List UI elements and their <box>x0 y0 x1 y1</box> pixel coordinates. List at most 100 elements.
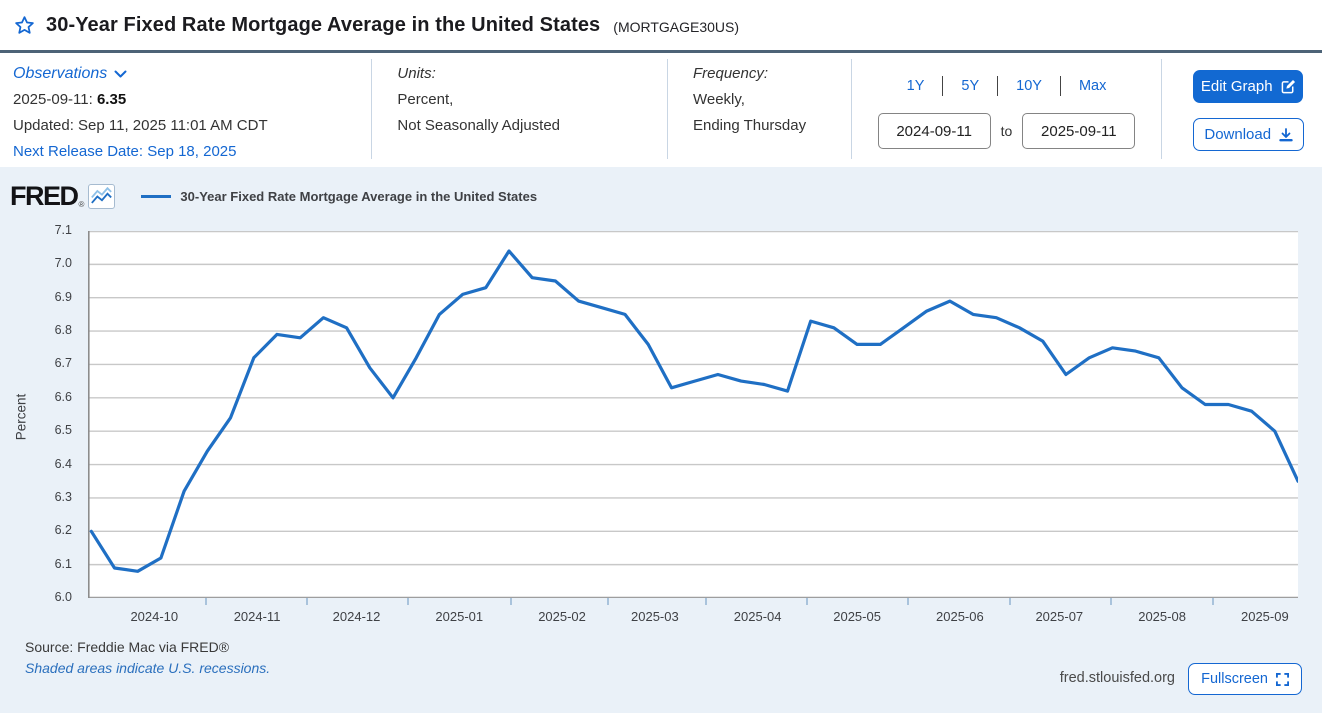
next-release-link[interactable]: Next Release Date: Sep 18, 2025 <box>13 143 237 160</box>
series-id: (MORTGAGE30US) <box>613 18 740 35</box>
x-axis-tick-mark <box>509 598 512 605</box>
range-panel: 1Y 5Y 10Y Max to <box>852 53 1162 167</box>
fullscreen-button[interactable]: Fullscreen <box>1188 663 1302 695</box>
observations-label: Observations <box>13 65 108 82</box>
mortgage-rate-line-chart <box>88 230 1300 599</box>
x-axis-tick-label: 2025-02 <box>538 609 586 624</box>
end-date-input[interactable] <box>1022 113 1136 149</box>
fullscreen-label: Fullscreen <box>1201 671 1268 687</box>
edit-graph-button[interactable]: Edit Graph <box>1193 70 1304 103</box>
start-date-input[interactable] <box>877 113 991 149</box>
y-axis-tick-label: 6.6 <box>54 389 72 404</box>
latest-observation-value: 6.35 <box>96 91 127 108</box>
x-axis-tick-label: 2025-05 <box>833 609 881 624</box>
y-axis-tick-label: 6.2 <box>54 523 72 538</box>
y-axis-tick-label: 6.3 <box>54 489 72 504</box>
y-axis-tick-label: 6.0 <box>54 590 72 604</box>
observations-dropdown[interactable]: Observations <box>13 61 371 87</box>
units-value-2: Not Seasonally Adjusted <box>397 117 561 134</box>
x-axis-tick-mark <box>305 598 308 605</box>
x-axis-tick-label: 2024-10 <box>130 609 179 624</box>
recession-note: Shaded areas indicate U.S. recessions. <box>25 660 271 676</box>
legend-line-swatch <box>141 195 172 198</box>
latest-observation: 2025-09-11: 6.35 <box>13 87 371 113</box>
download-label: Download <box>1204 126 1272 143</box>
y-axis-tick-label: 7.1 <box>54 223 72 237</box>
frequency-value-1: Weekly, <box>692 91 745 108</box>
info-divider <box>850 59 852 159</box>
latest-observation-date: 2025-09-11: <box>13 91 93 108</box>
x-axis-tick-mark <box>705 598 708 605</box>
y-axis-tick-label: 6.7 <box>54 356 72 371</box>
legend-label: 30-Year Fixed Rate Mortgage Average in t… <box>180 189 538 204</box>
x-axis-tick-mark <box>1212 598 1215 605</box>
plot-area[interactable] <box>88 230 1300 599</box>
y-axis-tick-label: 6.8 <box>54 323 72 338</box>
x-axis-tick-mark <box>607 598 610 605</box>
observations-panel: Observations 2025-09-11: 6.35 Updated: S… <box>0 53 371 167</box>
chevron-down-icon <box>114 70 127 77</box>
y-axis-tick-label: 6.4 <box>54 456 72 471</box>
y-axis-tick-labels: 7.1 7.0 6.9 6.8 6.7 6.6 6.5 6.4 6.3 6.2 6.1 6.0 <box>0 223 80 604</box>
chart-legend: 30-Year Fixed Rate Mortgage Average in t… <box>141 189 537 204</box>
y-axis-tick-label: 6.5 <box>54 423 72 438</box>
x-axis-tick-mark <box>1008 598 1011 605</box>
x-axis-tick-label: 2025-09 <box>1240 609 1289 624</box>
info-divider <box>371 59 373 159</box>
units-panel: Units: Percent, Not Seasonally Adjusted <box>372 53 667 167</box>
x-axis-tick-mark <box>204 598 207 605</box>
header-divider <box>0 50 1322 53</box>
site-url: fred.stlouisfed.org <box>1059 670 1175 686</box>
y-axis-tick-label: 6.9 <box>54 289 72 304</box>
favorite-star-icon[interactable] <box>14 15 35 36</box>
range-selector: 1Y 5Y 10Y Max <box>889 75 1125 97</box>
x-axis-tick-label: 2025-08 <box>1138 609 1186 624</box>
chart-section: FRED ® 30-Year Fixed Rate Mortgage Avera… <box>0 167 1322 713</box>
y-axis-tick-label: 7.0 <box>54 256 72 271</box>
edit-icon <box>1281 79 1295 94</box>
x-axis-tick-label: 2025-03 <box>631 609 679 624</box>
frequency-value-2: Ending Thursday <box>692 117 807 134</box>
range-separator <box>997 76 999 96</box>
info-divider <box>1161 59 1163 159</box>
range-1y-button[interactable]: 1Y <box>906 78 925 94</box>
x-axis-tick-mark <box>406 598 409 605</box>
download-icon <box>1279 127 1293 141</box>
units-value-1: Percent, <box>397 91 454 108</box>
x-axis-tick-labels: 2024-10 2024-11 2024-12 2025-01 2025-02 2025-… <box>88 609 1298 629</box>
range-max-button[interactable]: Max <box>1078 78 1107 94</box>
source-text: Source: Freddie Mac via FRED® <box>25 639 230 655</box>
range-5y-button[interactable]: 5Y <box>961 78 980 94</box>
updated-text: Updated: Sep 11, 2025 11:01 AM CDT <box>13 117 268 134</box>
x-axis-tick-marks <box>88 598 1298 606</box>
units-label: Units: <box>397 65 436 82</box>
date-range-row: to <box>877 113 1136 149</box>
range-separator <box>1059 76 1061 96</box>
page-header: 30-Year Fixed Rate Mortgage Average in t… <box>0 0 1322 50</box>
fred-chart-icon <box>88 184 116 209</box>
x-axis-tick-label: 2024-12 <box>332 609 381 624</box>
fred-logo-reg: ® <box>78 200 85 209</box>
frequency-label: Frequency: <box>692 65 769 82</box>
fred-logo[interactable]: FRED <box>10 181 79 211</box>
edit-graph-label: Edit Graph <box>1200 78 1273 95</box>
info-bar: Observations 2025-09-11: 6.35 Updated: S… <box>0 53 1322 167</box>
x-axis-tick-mark <box>1109 598 1112 605</box>
chart-header: FRED ® 30-Year Fixed Rate Mortgage Avera… <box>10 181 537 212</box>
info-divider <box>666 59 668 159</box>
x-axis-tick-label: 2025-06 <box>936 609 984 624</box>
download-button[interactable]: Download <box>1193 118 1305 151</box>
date-to-label: to <box>1000 123 1013 139</box>
range-separator <box>942 76 944 96</box>
x-axis-tick-label: 2025-01 <box>435 609 484 624</box>
page-title: 30-Year Fixed Rate Mortgage Average in t… <box>46 13 601 36</box>
x-axis-tick-label: 2025-04 <box>733 609 782 624</box>
x-axis-tick-mark <box>806 598 809 605</box>
x-axis-tick-label: 2024-11 <box>233 609 281 624</box>
x-axis-tick-label: 2025-07 <box>1035 609 1084 624</box>
fullscreen-icon <box>1276 672 1289 686</box>
range-10y-button[interactable]: 10Y <box>1016 78 1042 94</box>
y-axis-tick-label: 6.1 <box>54 556 72 571</box>
frequency-panel: Frequency: Weekly, Ending Thursday <box>668 53 851 167</box>
actions-panel: Edit Graph Download <box>1162 53 1322 167</box>
